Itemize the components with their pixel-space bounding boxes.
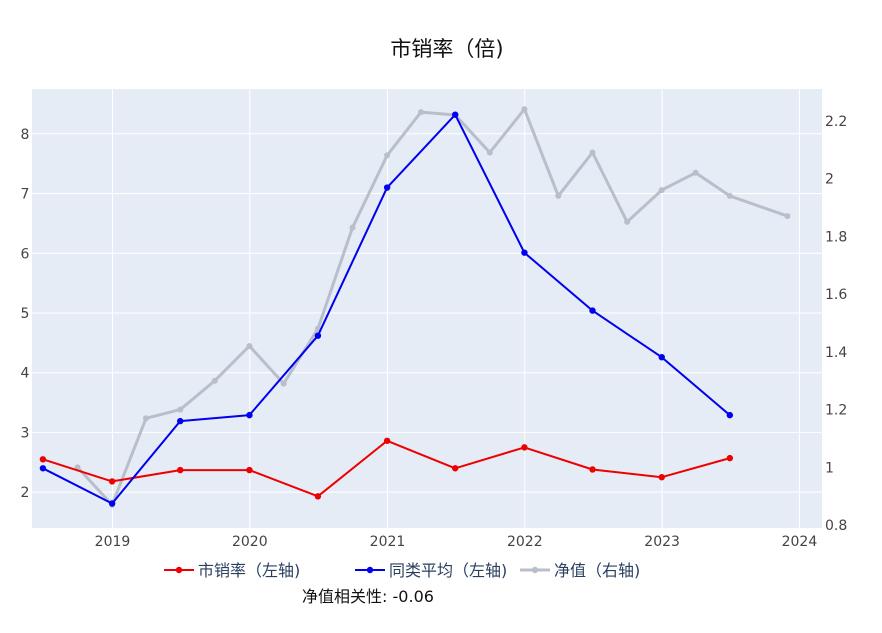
legend-label: 市销率（左轴) <box>198 561 300 580</box>
legend-label: 同类平均（左轴) <box>389 561 507 580</box>
legend-item-1[interactable]: 同类平均（左轴) <box>355 561 507 580</box>
series-point-0 <box>39 456 47 463</box>
y-left-tick-label: 6 <box>21 246 30 262</box>
series-point-0 <box>589 466 596 473</box>
series-point-1 <box>658 353 665 361</box>
x-tick-label: 2022 <box>507 534 543 550</box>
series-point-2 <box>349 224 356 231</box>
y-left-tick-label: 2 <box>21 485 30 501</box>
legend-item-2[interactable]: 净值（右轴) <box>520 561 640 580</box>
series-point-2 <box>784 213 791 220</box>
series-point-2 <box>658 187 665 194</box>
x-tick-label: 2019 <box>95 534 131 550</box>
plot-area <box>32 89 822 528</box>
series-point-0 <box>108 478 116 485</box>
series-point-2 <box>589 149 596 156</box>
grid-lines <box>32 89 822 528</box>
legend-item-0[interactable]: 市销率（左轴) <box>164 561 300 580</box>
y-left-tick-label: 3 <box>21 425 30 441</box>
legend[interactable]: 市销率（左轴) 同类平均（左轴) 净值（右轴) <box>164 561 640 580</box>
series-point-1 <box>452 111 459 118</box>
legend-swatch-marker <box>175 566 183 574</box>
series-point-2 <box>417 109 424 116</box>
series-point-2 <box>384 152 391 159</box>
x-tick-label: 2024 <box>782 534 818 550</box>
y-right-tick-label: 0.8 <box>825 518 847 534</box>
series-point-1 <box>726 411 734 419</box>
legend-swatch-marker <box>531 566 539 574</box>
series-point-2 <box>726 192 733 199</box>
y-right-tick-label: 2 <box>825 172 834 188</box>
series-point-2 <box>211 377 218 384</box>
series-point-1 <box>246 411 253 419</box>
series-point-0 <box>177 466 184 474</box>
series-point-2 <box>142 415 149 422</box>
series-point-1 <box>589 307 596 314</box>
series-point-0 <box>521 444 528 451</box>
series-point-1 <box>39 465 47 472</box>
series-point-0 <box>314 493 322 500</box>
axis-labels: 2019 2020 2021 2022 2023 2024 2 3 4 5 6 7 8 0.8 1 1.2 1.… <box>21 114 848 550</box>
series-point-2 <box>486 149 493 156</box>
series-point-1 <box>177 417 184 425</box>
y-left-tick-label: 4 <box>21 366 30 382</box>
y-right-tick-label: 1.6 <box>825 287 847 303</box>
x-tick-label: 2023 <box>644 534 680 550</box>
y-right-tick-label: 1.2 <box>825 403 847 419</box>
series-point-2 <box>692 169 699 176</box>
series-point-2 <box>177 406 184 413</box>
series-point-0 <box>383 437 391 444</box>
series-point-0 <box>246 466 253 474</box>
correlation-annotation: 净值相关性: -0.06 <box>302 587 434 606</box>
series-point-1 <box>383 184 391 191</box>
series-point-0 <box>726 454 734 462</box>
series-point-2 <box>624 218 631 225</box>
legend-label: 净值（右轴) <box>554 561 640 580</box>
series-layer <box>39 106 791 508</box>
series-point-1 <box>521 249 528 256</box>
series-point-2 <box>246 343 253 350</box>
y-right-tick-label: 2.2 <box>825 114 847 130</box>
x-tick-label: 2020 <box>232 534 268 550</box>
y-left-tick-label: 7 <box>21 187 30 203</box>
chart-title: 市销率（倍) <box>390 37 503 61</box>
series-point-2 <box>555 192 562 199</box>
legend-swatch-marker <box>366 566 374 574</box>
series-point-2 <box>521 106 528 113</box>
y-right-tick-label: 1.8 <box>825 229 847 245</box>
x-tick-label: 2021 <box>370 534 406 550</box>
y-right-tick-label: 1.4 <box>825 345 847 361</box>
y-left-tick-label: 5 <box>21 306 30 322</box>
series-point-1 <box>108 500 116 507</box>
series-point-0 <box>658 474 665 481</box>
y-right-tick-label: 1 <box>825 460 834 476</box>
series-point-2 <box>280 380 287 387</box>
series-point-0 <box>452 465 459 472</box>
y-left-tick-label: 8 <box>21 127 30 143</box>
series-point-1 <box>314 332 322 339</box>
